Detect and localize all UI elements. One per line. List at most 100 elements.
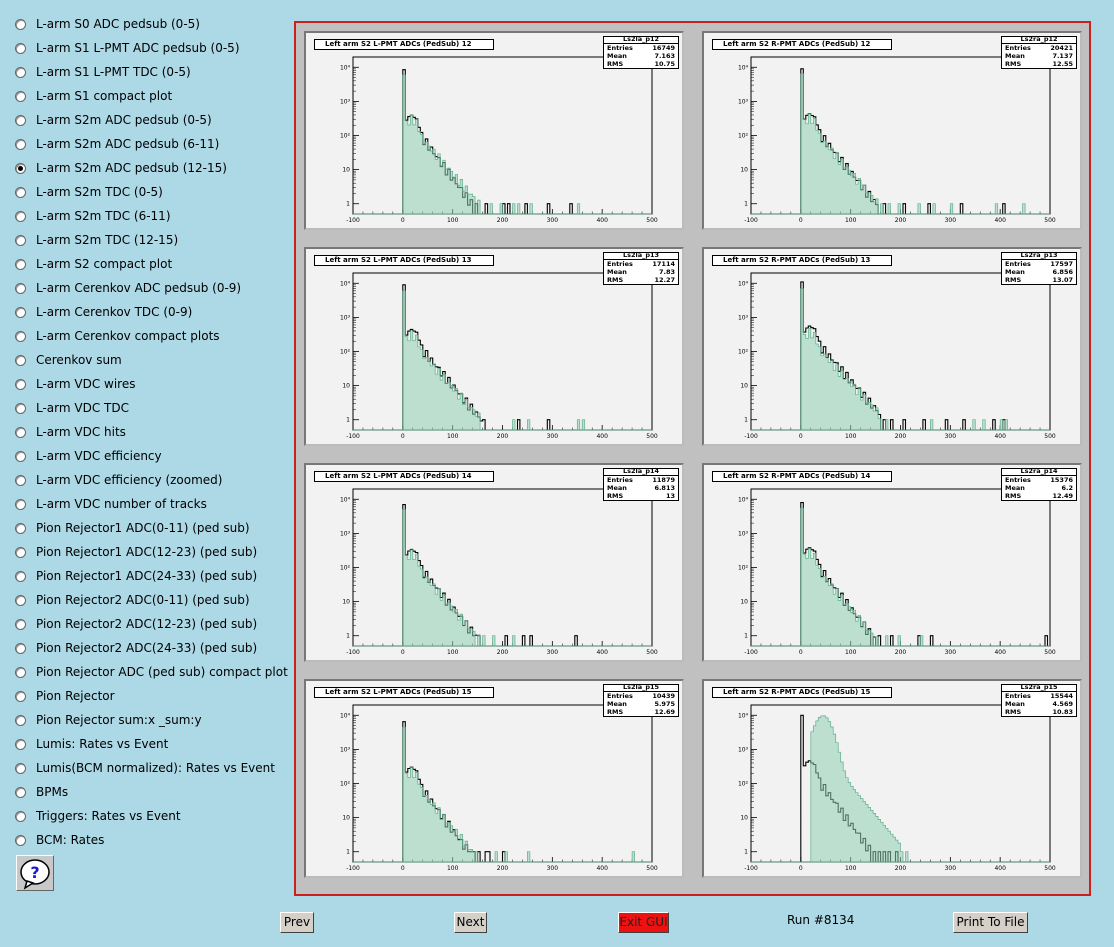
radio-option[interactable]: L-arm S2m ADC pedsub (12-15) [15, 156, 227, 180]
histogram-pad[interactable]: -100 0 100 200 300 400 500 1 10 10² 10³ 10⁴ Left arm… [304, 463, 684, 662]
x-tick-label: 100 [845, 649, 857, 656]
radio-option[interactable]: L-arm VDC hits [15, 420, 126, 444]
radio-option[interactable]: Pion Rejector2 ADC(12-23) (ped sub) [15, 612, 257, 636]
radio-option[interactable]: L-arm S2m TDC (6-11) [15, 204, 171, 228]
radio-option[interactable]: Pion Rejector2 ADC(24-33) (ped sub) [15, 636, 257, 660]
radio-option[interactable]: Pion Rejector1 ADC(12-23) (ped sub) [15, 540, 257, 564]
radio-button-icon[interactable] [15, 330, 26, 342]
radio-button-icon[interactable] [15, 810, 26, 822]
radio-option[interactable]: L-arm S2 compact plot [15, 252, 172, 276]
radio-option[interactable]: Pion Rejector sum:x _sum:y [15, 708, 202, 732]
prev-button[interactable]: Prev [280, 912, 314, 933]
stats-row-entries: Entries 17114 [604, 260, 678, 268]
radio-button-icon[interactable] [15, 642, 26, 654]
radio-option[interactable]: L-arm S1 L-PMT TDC (0-5) [15, 60, 191, 84]
radio-button-icon[interactable] [15, 450, 26, 462]
radio-option[interactable]: Pion Rejector1 ADC(24-33) (ped sub) [15, 564, 257, 588]
radio-button-icon[interactable] [15, 66, 26, 78]
radio-button-icon[interactable] [15, 474, 26, 486]
radio-button-icon[interactable] [15, 42, 26, 54]
radio-button-icon[interactable] [15, 402, 26, 414]
stats-box: Ls2la_p12 Entries 16749 Mean 7.163 RMS 10.75 [603, 36, 679, 69]
radio-button-icon[interactable] [15, 90, 26, 102]
radio-option[interactable]: Pion Rejector ADC (ped sub) compact plot [15, 660, 288, 684]
radio-button-icon[interactable] [15, 426, 26, 438]
radio-button-icon[interactable] [15, 282, 26, 294]
radio-button-icon[interactable] [15, 210, 26, 222]
radio-option[interactable]: Triggers: Rates vs Event [15, 804, 181, 828]
y-tick-label: 10 [740, 383, 748, 390]
histogram-pad[interactable]: -100 0 100 200 300 400 500 1 10 10² 10³ 10⁴ Left arm… [702, 679, 1082, 878]
histogram-pad[interactable]: -100 0 100 200 300 400 500 1 10 10² 10³ 10⁴ Left arm… [702, 247, 1082, 446]
radio-button-icon[interactable] [15, 18, 26, 30]
histogram-plot: -100 0 100 200 300 400 500 1 10 10² 10³ 10⁴ [738, 488, 1056, 656]
radio-option[interactable]: L-arm VDC wires [15, 372, 135, 396]
radio-button-icon[interactable] [15, 786, 26, 798]
radio-option[interactable]: Lumis: Rates vs Event [15, 732, 168, 756]
x-tick-label: 100 [447, 865, 459, 872]
radio-option[interactable]: L-arm VDC efficiency (zoomed) [15, 468, 222, 492]
radio-button-icon[interactable] [15, 690, 26, 702]
radio-button-icon[interactable] [15, 138, 26, 150]
radio-option[interactable]: L-arm VDC efficiency [15, 444, 162, 468]
radio-button-icon[interactable] [15, 186, 26, 198]
radio-option[interactable]: L-arm Cerenkov TDC (0-9) [15, 300, 192, 324]
histogram-pad[interactable]: -100 0 100 200 300 400 500 1 10 10² 10³ 10⁴ Left arm… [702, 31, 1082, 230]
radio-option[interactable]: L-arm Cerenkov compact plots [15, 324, 220, 348]
radio-button-icon[interactable] [15, 258, 26, 270]
stats-label: RMS [607, 60, 624, 68]
y-tick-label: 1 [346, 633, 350, 640]
histogram-pad[interactable]: -100 0 100 200 300 400 500 1 10 10² 10³ 10⁴ Left arm… [304, 247, 684, 446]
radio-option[interactable]: L-arm Cerenkov ADC pedsub (0-9) [15, 276, 241, 300]
radio-button-icon[interactable] [15, 162, 26, 174]
radio-option[interactable]: L-arm S1 compact plot [15, 84, 172, 108]
radio-option[interactable]: Lumis(BCM normalized): Rates vs Event [15, 756, 275, 780]
radio-option[interactable]: Cerenkov sum [15, 348, 122, 372]
print-to-file-button[interactable]: Print To File [953, 912, 1028, 933]
radio-button-icon[interactable] [15, 738, 26, 750]
radio-option[interactable]: L-arm S2m ADC pedsub (0-5) [15, 108, 212, 132]
stats-value: 6.2 [1061, 484, 1073, 492]
radio-button-icon[interactable] [15, 546, 26, 558]
exit-gui-button[interactable]: Exit GUI [618, 912, 669, 933]
histogram-pad[interactable]: -100 0 100 200 300 400 500 1 10 10² 10³ 10⁴ Left arm… [304, 679, 684, 878]
radio-button-icon[interactable] [15, 570, 26, 582]
stats-value: 12.27 [654, 276, 675, 284]
next-button[interactable]: Next [454, 912, 487, 933]
stats-row-rms: RMS 12.27 [604, 276, 678, 284]
stats-label: Mean [607, 52, 627, 60]
histogram-pad[interactable]: -100 0 100 200 300 400 500 1 10 10² 10³ 10⁴ Left arm… [304, 31, 684, 230]
radio-option[interactable]: BCM: Rates [15, 828, 104, 852]
radio-button-icon[interactable] [15, 618, 26, 630]
radio-button-icon[interactable] [15, 522, 26, 534]
radio-button-icon[interactable] [15, 114, 26, 126]
stats-name: Ls2la_p15 [604, 684, 678, 692]
x-tick-label: 200 [895, 217, 907, 224]
radio-option[interactable]: Pion Rejector [15, 684, 115, 708]
histogram-pad[interactable]: -100 0 100 200 300 400 500 1 10 10² 10³ 10⁴ Left arm… [702, 463, 1082, 662]
radio-button-icon[interactable] [15, 762, 26, 774]
radio-button-icon[interactable] [15, 354, 26, 366]
radio-option[interactable]: L-arm S1 L-PMT ADC pedsub (0-5) [15, 36, 240, 60]
radio-option[interactable]: Pion Rejector1 ADC(0-11) (ped sub) [15, 516, 250, 540]
radio-button-icon[interactable] [15, 378, 26, 390]
stats-label: Mean [607, 268, 627, 276]
radio-button-icon[interactable] [15, 666, 26, 678]
radio-button-icon[interactable] [15, 714, 26, 726]
radio-button-icon[interactable] [15, 498, 26, 510]
radio-option[interactable]: BPMs [15, 780, 68, 804]
radio-option[interactable]: L-arm S2m TDC (0-5) [15, 180, 163, 204]
radio-option[interactable]: L-arm VDC number of tracks [15, 492, 207, 516]
radio-button-icon[interactable] [15, 234, 26, 246]
radio-button-icon[interactable] [15, 594, 26, 606]
radio-button-icon[interactable] [15, 306, 26, 318]
radio-button-icon[interactable] [15, 834, 26, 846]
radio-option[interactable]: Pion Rejector2 ADC(0-11) (ped sub) [15, 588, 250, 612]
stats-value: 5.975 [654, 700, 675, 708]
radio-option[interactable]: L-arm S0 ADC pedsub (0-5) [15, 12, 200, 36]
stats-value: 7.137 [1052, 52, 1073, 60]
radio-option[interactable]: L-arm S2m TDC (12-15) [15, 228, 178, 252]
help-button[interactable]: ? [16, 855, 54, 891]
radio-option[interactable]: L-arm S2m ADC pedsub (6-11) [15, 132, 219, 156]
radio-option[interactable]: L-arm VDC TDC [15, 396, 129, 420]
